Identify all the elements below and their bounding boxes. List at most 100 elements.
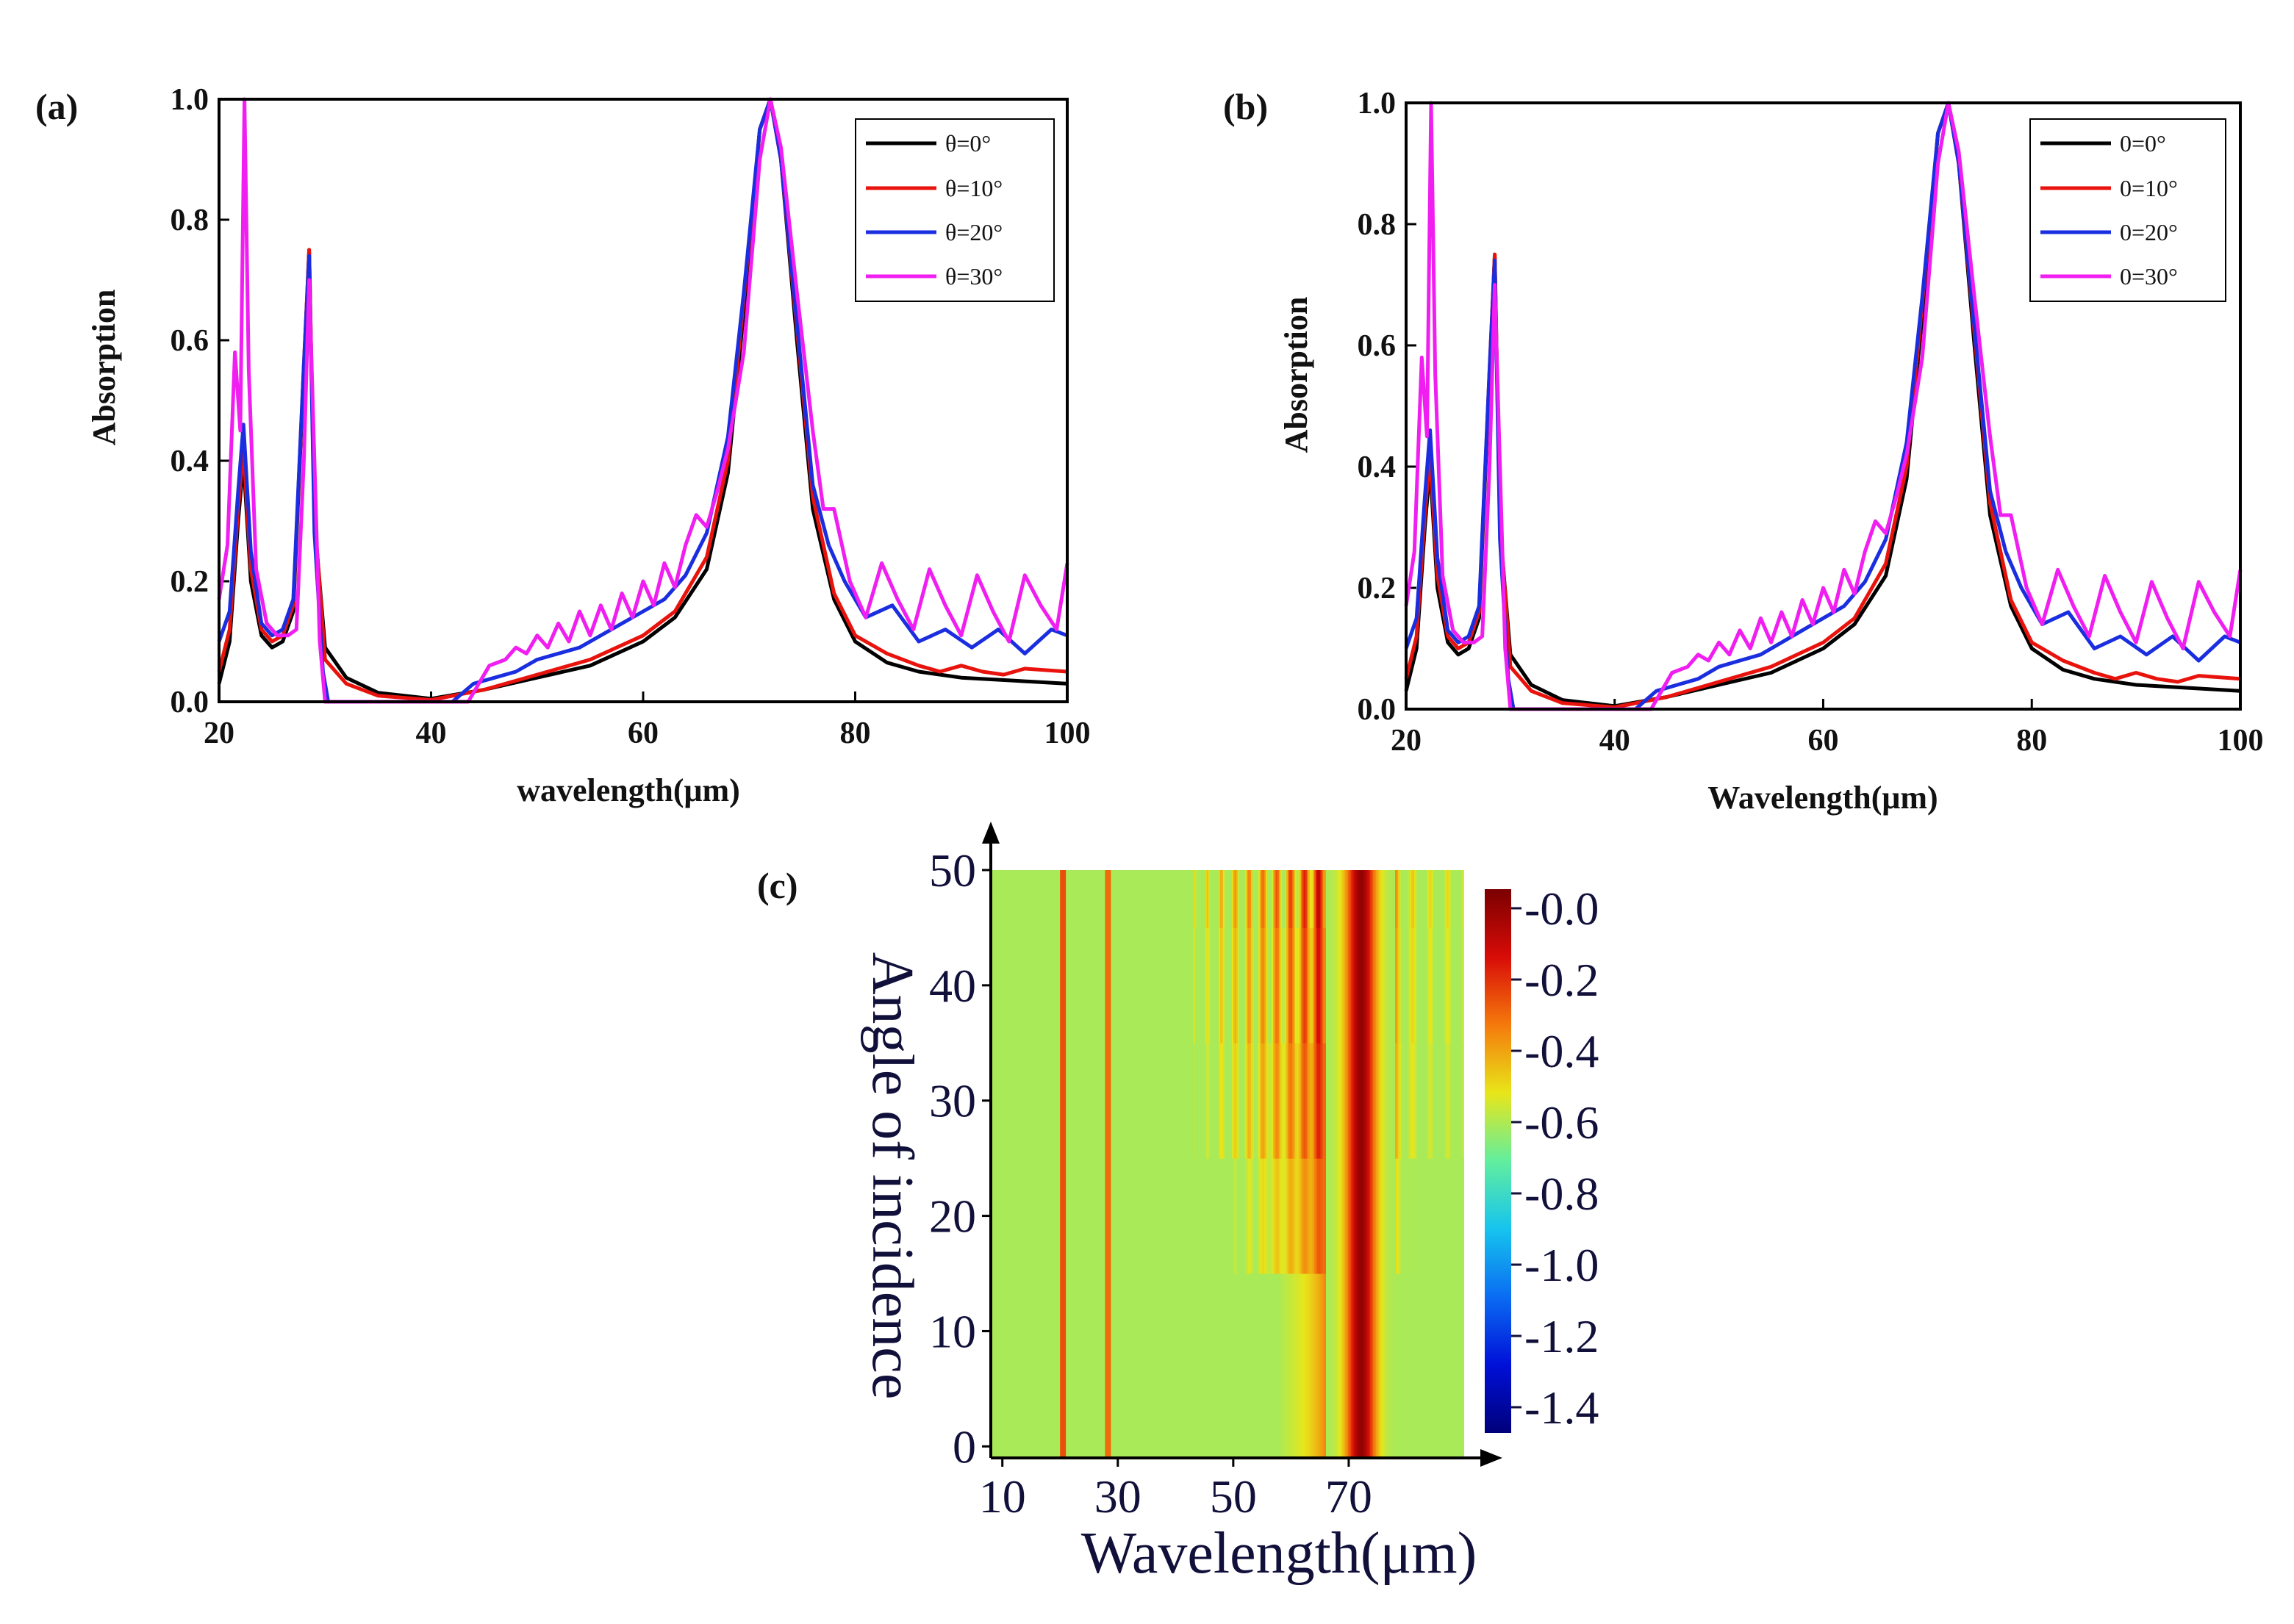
heatmap-cell bbox=[1322, 1158, 1324, 1274]
heatmap-cell bbox=[1229, 870, 1231, 928]
heatmap-cell bbox=[1401, 927, 1403, 1043]
heatmap-cell bbox=[1402, 1043, 1405, 1159]
heatmap-cell bbox=[1011, 1158, 1014, 1274]
heatmap-cell bbox=[1048, 927, 1050, 1043]
heatmap-cell bbox=[1397, 1043, 1399, 1159]
heatmap-cell bbox=[1380, 870, 1383, 928]
heatmap-cell bbox=[1151, 1043, 1153, 1159]
heatmap-cell bbox=[1154, 1273, 1156, 1458]
heatmap-cell bbox=[1160, 1043, 1162, 1159]
heatmap-cell bbox=[1295, 1043, 1297, 1159]
heatmap-cell bbox=[1204, 1158, 1206, 1274]
heatmap-cell bbox=[1022, 927, 1024, 1043]
heatmap-cell bbox=[1372, 1158, 1374, 1274]
heatmap-cell bbox=[1138, 1043, 1140, 1159]
heatmap-cell bbox=[1300, 1158, 1302, 1274]
heatmap-cell bbox=[1167, 927, 1169, 1043]
heatmap-cell bbox=[1275, 1043, 1277, 1159]
heatmap-cell bbox=[1088, 927, 1090, 1043]
heatmap-cell bbox=[1358, 1158, 1361, 1274]
heatmap-cell bbox=[1073, 1273, 1075, 1458]
heatmap-cell bbox=[1219, 1043, 1221, 1159]
heatmap-cell bbox=[1186, 1273, 1189, 1458]
heatmap-cell bbox=[1129, 927, 1131, 1043]
heatmap-cell bbox=[1194, 1273, 1196, 1458]
heatmap-cell bbox=[1448, 870, 1450, 928]
heatmap-cell bbox=[1291, 1043, 1293, 1159]
heatmap-cell bbox=[1276, 1043, 1278, 1159]
heatmap-cell bbox=[1280, 1273, 1283, 1458]
heatmap-cell bbox=[1226, 927, 1228, 1043]
legend-label-theta-10: θ=10° bbox=[945, 175, 1003, 201]
heatmap-cell bbox=[1304, 927, 1306, 1043]
legend-label-0-10: 0=10° bbox=[2120, 175, 2178, 201]
heatmap-cell bbox=[1154, 1043, 1156, 1159]
heatmap-cell bbox=[1382, 1158, 1384, 1274]
heatmap-cell bbox=[1455, 1273, 1458, 1458]
heatmap-cell bbox=[1417, 1273, 1419, 1458]
heatmap-cell bbox=[1139, 1273, 1141, 1458]
heatmap-cell bbox=[1429, 1043, 1431, 1159]
heatmap-cell bbox=[1248, 1043, 1250, 1159]
heatmap-cell bbox=[1285, 1158, 1287, 1274]
heatmap-cell bbox=[1345, 927, 1347, 1043]
heatmap-cell bbox=[1344, 1158, 1346, 1274]
heatmap-cell bbox=[1051, 1158, 1053, 1274]
heatmap-cell bbox=[1325, 870, 1327, 928]
heatmap-cell bbox=[1047, 1043, 1049, 1159]
heatmap-cell bbox=[1386, 1043, 1388, 1159]
heatmap-cell bbox=[1167, 1043, 1169, 1159]
heatmap-cell bbox=[1055, 1158, 1058, 1274]
heatmap-cell bbox=[1191, 1043, 1193, 1159]
heatmap-cell bbox=[1355, 1158, 1358, 1274]
heatmap-cell bbox=[1332, 1158, 1334, 1274]
heatmap-cell bbox=[1129, 1273, 1131, 1458]
heatmap-cell bbox=[1025, 1158, 1027, 1274]
heatmap-cell bbox=[1363, 1273, 1365, 1458]
heatmap-cell bbox=[1029, 870, 1031, 928]
heatmap-cell bbox=[1057, 1273, 1059, 1458]
heatmap-cell bbox=[1141, 1158, 1143, 1274]
heatmap-cell bbox=[1272, 1043, 1274, 1159]
heatmap-cell bbox=[1386, 927, 1388, 1043]
heatmap-cell bbox=[1358, 870, 1361, 928]
heatmap-cell bbox=[1182, 1273, 1184, 1458]
heatmap-cell bbox=[1079, 1043, 1081, 1159]
heatmap-cell bbox=[1200, 870, 1202, 928]
heatmap-cell bbox=[1032, 1043, 1034, 1159]
heatmap-cell bbox=[1361, 1043, 1363, 1159]
heatmap-cell bbox=[1267, 1043, 1269, 1159]
heatmap-cell bbox=[1078, 1043, 1080, 1159]
heatmap-cell bbox=[1044, 1043, 1046, 1159]
heatmap-cell bbox=[1397, 870, 1399, 928]
heatmap-cell bbox=[1269, 927, 1271, 1043]
heatmap-cell bbox=[1125, 927, 1127, 1043]
heatmap-cell bbox=[1232, 870, 1234, 928]
heatmap-cell bbox=[1097, 1273, 1099, 1458]
heatmap-cell bbox=[1103, 1273, 1105, 1458]
heatmap-cell bbox=[1241, 927, 1243, 1043]
heatmap-cell bbox=[1241, 1158, 1243, 1274]
heatmap-cell bbox=[1236, 927, 1239, 1043]
heatmap-cell bbox=[1333, 870, 1336, 928]
heatmap-cell bbox=[1269, 1158, 1271, 1274]
heatmap-cell bbox=[1185, 1043, 1187, 1159]
legend-label-0-0: 0=0° bbox=[2120, 130, 2166, 157]
heatmap-cell bbox=[1236, 870, 1239, 928]
heatmap-cell bbox=[1272, 927, 1274, 1043]
heatmap-cell bbox=[1422, 870, 1424, 928]
heatmap-cell bbox=[1213, 927, 1215, 1043]
heatmap-cell bbox=[1422, 927, 1424, 1043]
heatmap-cell bbox=[1286, 1158, 1288, 1274]
heatmap-cell bbox=[1419, 1043, 1421, 1159]
heatmap-cell bbox=[1235, 927, 1237, 1043]
heatmap-cell bbox=[1244, 927, 1246, 1043]
heatmap-cell bbox=[1420, 927, 1422, 1043]
heatmap-cell bbox=[1405, 870, 1408, 928]
heatmap-cell bbox=[1100, 1273, 1102, 1458]
heatmap-cell bbox=[1245, 1273, 1247, 1458]
heatmap-cell bbox=[1352, 1043, 1355, 1159]
y-tick-label: 0.4 bbox=[171, 445, 209, 478]
heatmap-cell bbox=[1058, 1273, 1061, 1458]
heatmap-cell bbox=[1342, 927, 1344, 1043]
